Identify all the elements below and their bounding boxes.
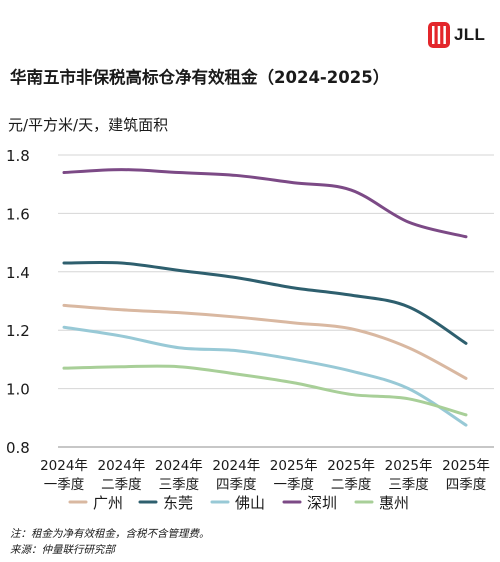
x-tick-label: 二季度 — [101, 477, 142, 493]
x-tick-label: 2024年 — [97, 458, 145, 474]
legend-label: 东莞 — [163, 494, 193, 512]
chart-title: 华南五市非保税高标仓净有效租金（2024-2025） — [10, 68, 390, 87]
series-line-3 — [62, 325, 468, 427]
x-tick-label: 2024年 — [40, 458, 88, 474]
y-tick-label: 1.8 — [6, 147, 30, 165]
x-tick-label: 三季度 — [388, 477, 429, 493]
line-chart: 0.81.01.21.41.61.82024年一季度2024年二季度2024年三… — [6, 147, 494, 512]
x-tick-label: 2025年 — [442, 458, 490, 474]
x-tick-label: 2025年 — [327, 458, 375, 474]
y-tick-label: 0.8 — [6, 439, 30, 457]
series-line-1 — [62, 303, 468, 380]
y-tick-label: 1.6 — [6, 205, 30, 223]
source-note: 来源：仲量联行研究部 — [10, 544, 115, 556]
footnote: 注：租金为净有效租金，含税不含管理费。 — [10, 528, 210, 540]
y-tick-label: 1.2 — [6, 322, 30, 340]
x-tick-label: 二季度 — [331, 477, 372, 493]
x-tick-label: 三季度 — [159, 477, 200, 493]
x-tick-label: 四季度 — [446, 477, 487, 493]
legend-label: 深圳 — [307, 494, 337, 512]
x-tick-label: 2025年 — [270, 458, 318, 474]
legend-label: 广州 — [93, 494, 123, 512]
x-tick-label: 一季度 — [273, 477, 314, 493]
legend-label: 佛山 — [235, 494, 265, 512]
x-tick-label: 2024年 — [155, 458, 203, 474]
x-tick-label: 2024年 — [212, 458, 260, 474]
logo-text: JLL — [454, 25, 486, 44]
series-line-2 — [62, 261, 468, 345]
y-tick-label: 1.4 — [6, 264, 30, 282]
jll-logo-icon — [428, 22, 450, 48]
series-line-4 — [62, 168, 468, 239]
y-axis-unit-label: 元/平方米/天，建筑面积 — [8, 116, 169, 134]
series-line-5 — [62, 364, 468, 417]
x-tick-label: 一季度 — [44, 477, 85, 493]
x-tick-label: 四季度 — [216, 477, 257, 493]
legend-label: 惠州 — [379, 494, 409, 512]
x-tick-label: 2025年 — [385, 458, 433, 474]
y-tick-label: 1.0 — [6, 381, 30, 399]
jll-logo: JLL — [428, 22, 485, 48]
